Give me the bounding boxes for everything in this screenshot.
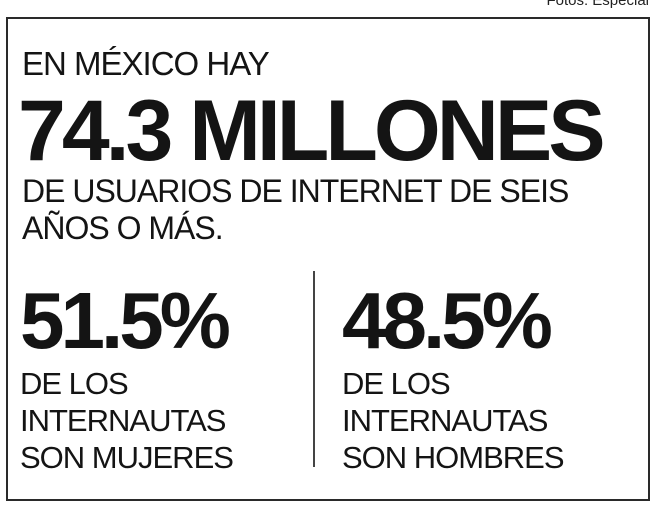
intro-text: EN MÉXICO HAY <box>22 45 270 82</box>
stat-men-description: DE LOS INTERNAUTAS SON HOMBRES <box>342 365 632 476</box>
column-divider <box>313 271 315 467</box>
stat-men-line-1: DE LOS <box>342 366 451 401</box>
stat-women-description: DE LOS INTERNAUTAS SON MUJERES <box>20 365 310 476</box>
stat-women-line-3: SON MUJERES <box>20 440 234 475</box>
subtitle-line-1: DE USUARIOS DE INTERNET DE SEIS <box>22 173 569 209</box>
stat-women: 51.5% DE LOS INTERNAUTAS SON MUJERES <box>20 281 310 476</box>
stat-women-line-1: DE LOS <box>20 366 129 401</box>
headline-subtitle: DE USUARIOS DE INTERNET DE SEIS AÑOS O M… <box>22 173 622 247</box>
infographic-card: EN MÉXICO HAY 74.3 MILLONES DE USUARIOS … <box>6 17 650 501</box>
subtitle-line-2: AÑOS O MÁS. <box>22 210 224 246</box>
stat-men-line-3: SON HOMBRES <box>342 440 565 475</box>
stat-men-line-2: INTERNAUTAS <box>342 403 548 438</box>
headline-number: 74.3 MILLONES <box>18 83 606 179</box>
photo-credit: Fotos: Especial <box>546 0 649 9</box>
stat-men-value: 48.5% <box>342 276 553 365</box>
stat-women-line-2: INTERNAUTAS <box>20 403 226 438</box>
stat-men: 48.5% DE LOS INTERNAUTAS SON HOMBRES <box>342 281 632 476</box>
stat-women-value: 51.5% <box>20 276 231 365</box>
